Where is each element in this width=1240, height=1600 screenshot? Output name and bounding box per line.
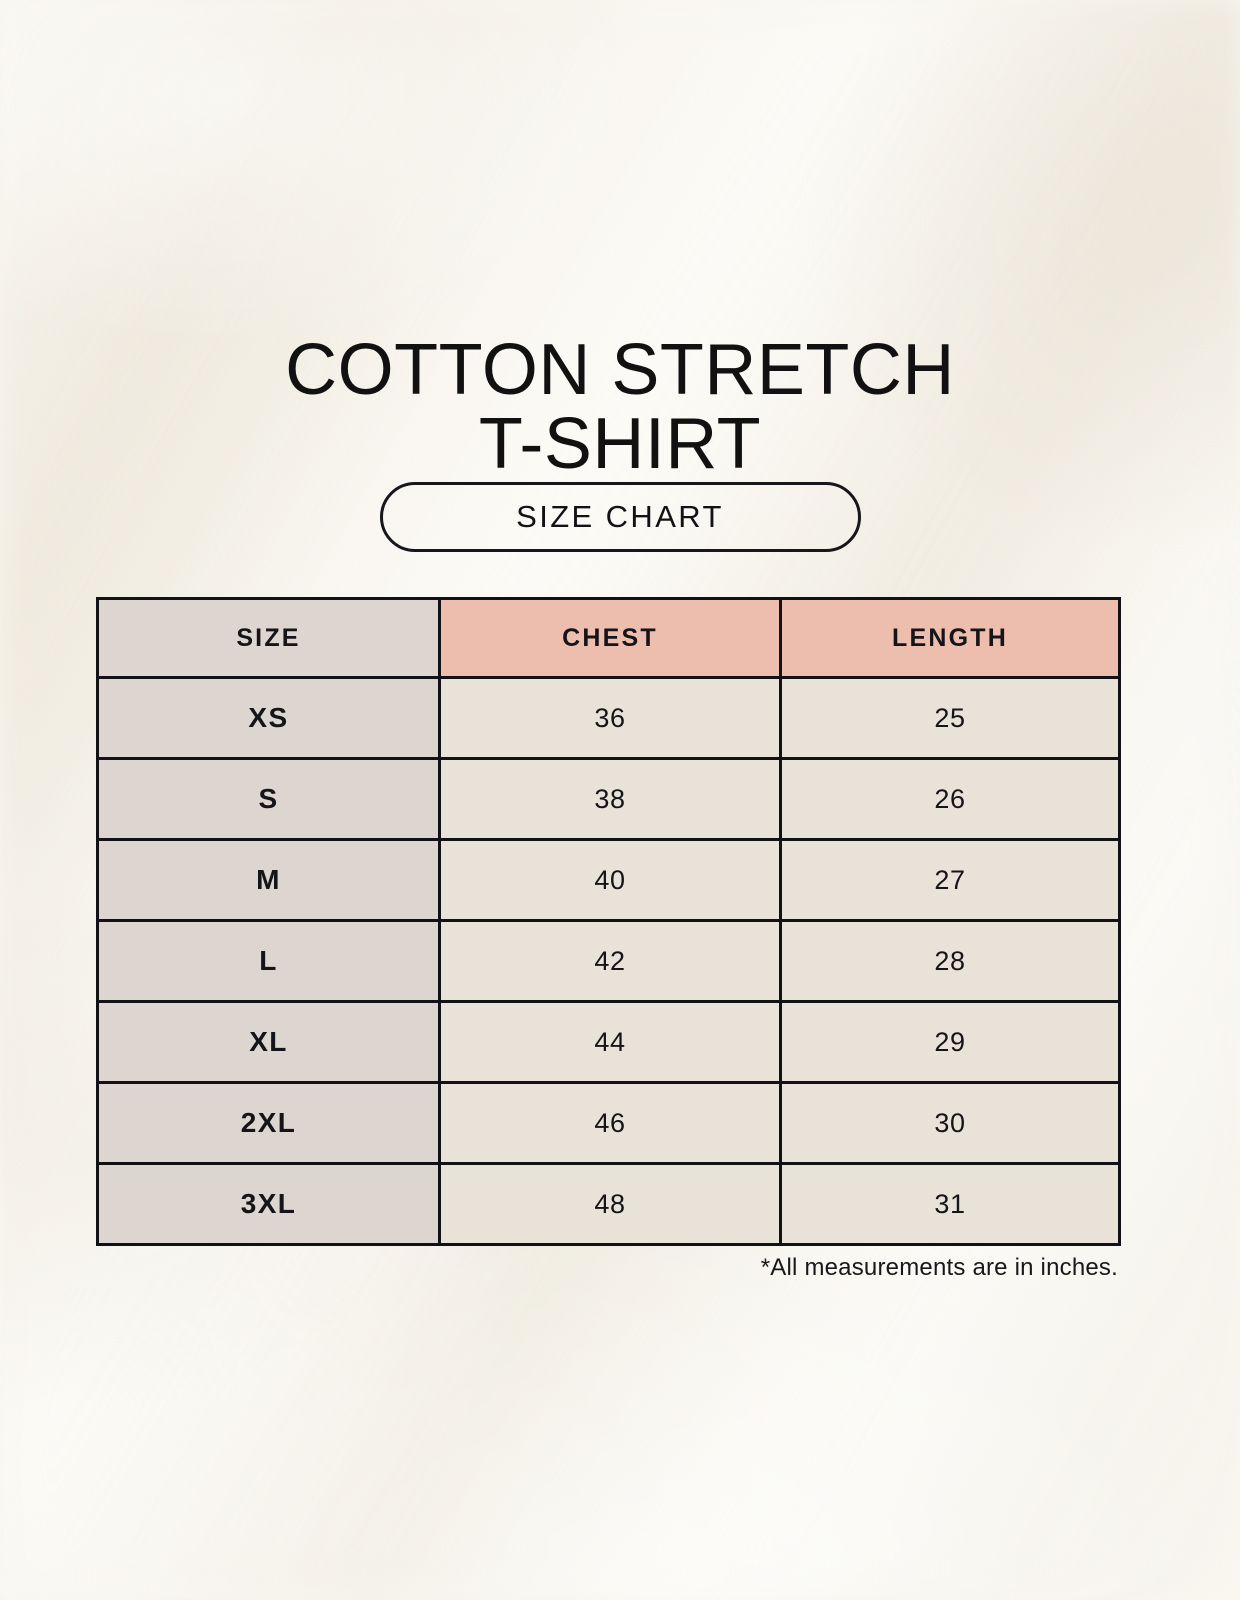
size-chart-badge: SIZE CHART — [379, 482, 861, 552]
table-row: S 38 26 — [96, 757, 1121, 841]
table-row: 2XL 46 30 — [96, 1081, 1121, 1165]
cell-chest: 44 — [438, 1000, 782, 1084]
page-title: COTTON STRETCH T-SHIRT — [285, 330, 955, 484]
table-row: M 40 27 — [96, 838, 1121, 922]
cell-size: M — [96, 838, 441, 922]
cell-chest: 42 — [438, 919, 782, 1003]
cell-chest: 48 — [438, 1162, 782, 1246]
table-row: XS 36 25 — [96, 676, 1121, 760]
cell-length: 31 — [779, 1162, 1121, 1246]
table-header: SIZE CHEST LENGTH — [96, 597, 1121, 679]
cell-chest: 46 — [438, 1081, 782, 1165]
table-row: L 42 28 — [96, 919, 1121, 1003]
badge-container: SIZE CHART — [0, 482, 1240, 552]
cell-length: 27 — [779, 838, 1121, 922]
cell-chest: 36 — [438, 676, 782, 760]
column-header-chest: CHEST — [438, 597, 782, 679]
column-header-size: SIZE — [96, 597, 441, 679]
cell-length: 25 — [779, 676, 1121, 760]
cell-length: 29 — [779, 1000, 1121, 1084]
table-body: XS 36 25 S 38 26 M 40 27 L 42 28 — [96, 676, 1121, 1246]
measurements-footnote: *All measurements are in inches. — [760, 1254, 1118, 1281]
cell-size: 3XL — [96, 1162, 441, 1246]
cell-length: 28 — [779, 919, 1121, 1003]
table-header-row: SIZE CHEST LENGTH — [96, 597, 1121, 679]
cell-chest: 38 — [438, 757, 782, 841]
table-row: XL 44 29 — [96, 1000, 1121, 1084]
size-chart-table: SIZE CHEST LENGTH XS 36 25 S 38 26 M — [96, 597, 1121, 1246]
cell-size: L — [96, 919, 441, 1003]
cell-length: 30 — [779, 1081, 1121, 1165]
cell-size: S — [96, 757, 441, 841]
cell-chest: 40 — [438, 838, 782, 922]
cell-length: 26 — [779, 757, 1121, 841]
cell-size: XL — [96, 1000, 441, 1084]
cell-size: XS — [96, 676, 441, 760]
table-row: 3XL 48 31 — [96, 1162, 1121, 1246]
cell-size: 2XL — [96, 1081, 441, 1165]
column-header-length: LENGTH — [779, 597, 1121, 679]
